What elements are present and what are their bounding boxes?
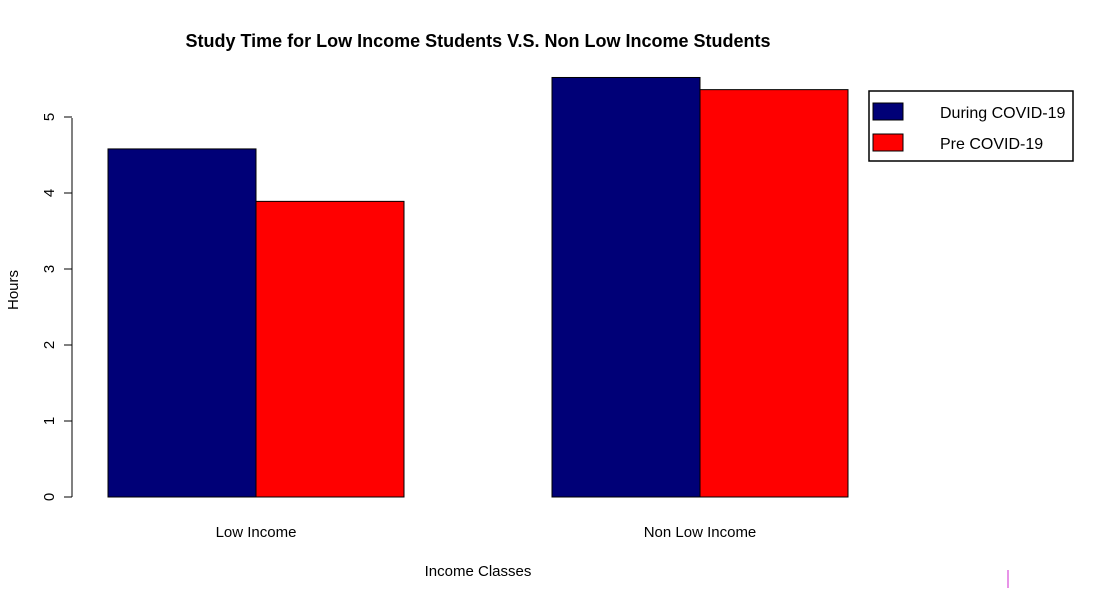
legend-label-during-covid: During COVID-19 bbox=[940, 105, 1065, 122]
bar-non-low-income-series-1 bbox=[699, 89, 849, 498]
x-axis-label: Income Classes bbox=[425, 563, 532, 580]
y-tick-label-5: 5 bbox=[41, 113, 58, 121]
legend-swatch-during-covid bbox=[872, 102, 904, 121]
y-tick-label-3: 3 bbox=[41, 265, 58, 273]
y-tick-label-1: 1 bbox=[41, 417, 58, 425]
y-axis-label: Hours bbox=[5, 270, 22, 310]
legend: During COVID-19 Pre COVID-19 bbox=[868, 90, 1074, 162]
y-tick-label-4: 4 bbox=[41, 189, 58, 197]
legend-swatch-pre-covid bbox=[872, 133, 904, 152]
bars-group bbox=[107, 76, 849, 498]
y-axis-ticks: 0 1 2 3 4 5 bbox=[41, 113, 72, 501]
x-axis-tick-labels: Low Income Non Low Income bbox=[216, 524, 757, 541]
bar-low-income-series-1 bbox=[255, 200, 405, 498]
x-tick-label-non-low-income: Non Low Income bbox=[644, 524, 757, 541]
x-tick-label-low-income: Low Income bbox=[216, 524, 297, 541]
bar-non-low-income-series-0 bbox=[551, 76, 701, 498]
y-tick-label-2: 2 bbox=[41, 341, 58, 349]
y-tick-label-0: 0 bbox=[41, 493, 58, 501]
chart-title: Study Time for Low Income Students V.S. … bbox=[185, 31, 770, 51]
bar-low-income-series-0 bbox=[107, 148, 257, 498]
legend-label-pre-covid: Pre COVID-19 bbox=[940, 136, 1043, 153]
